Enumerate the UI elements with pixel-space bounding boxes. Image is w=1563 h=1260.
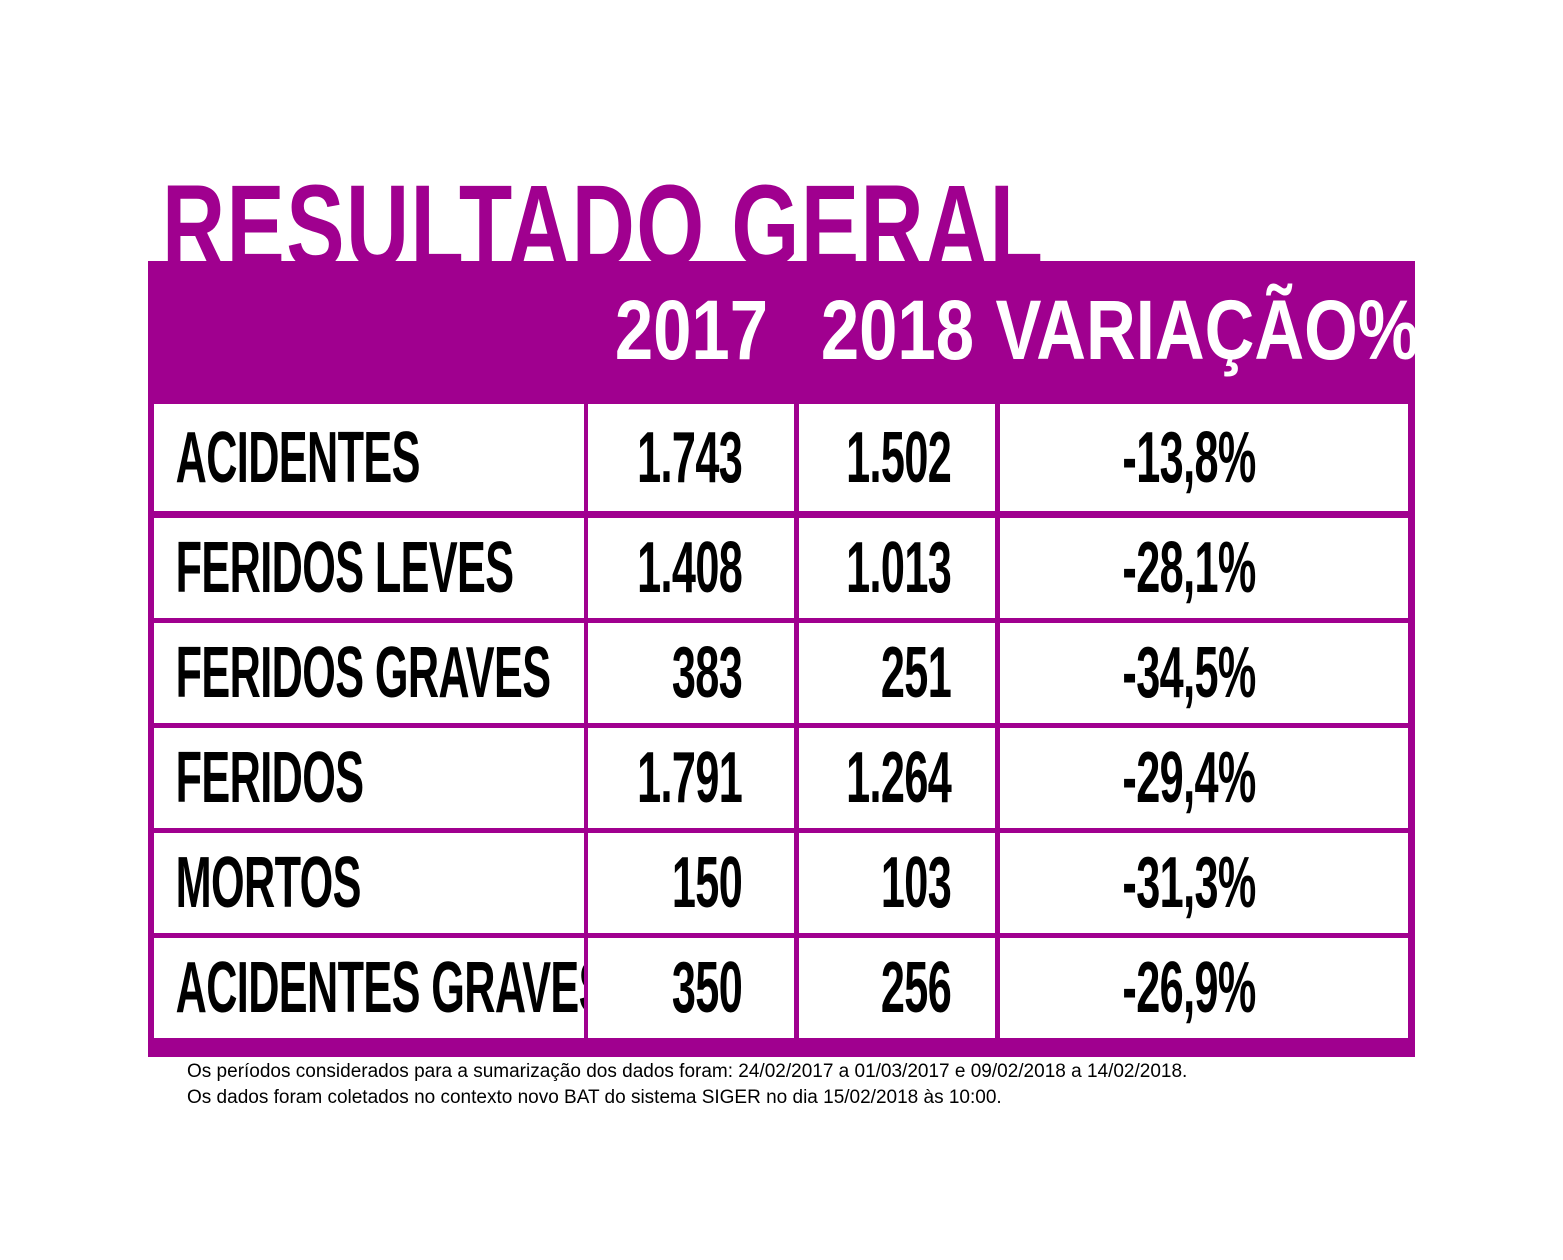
value-2017-text: 1.743	[636, 417, 743, 498]
footnote-periods: Os períodos considerados para a sumariza…	[187, 1061, 1188, 1082]
header-2017-text: 2017	[614, 282, 768, 377]
row-label-cell: FERIDOS LEVES	[154, 518, 584, 618]
header-variation: VARIAÇÃO%	[996, 261, 1420, 399]
value-2017-cell: 383	[588, 623, 794, 723]
header-2018: 2018	[799, 261, 995, 399]
row-label-cell: ACIDENTES	[154, 404, 584, 511]
variation-text: -29,4%	[1122, 738, 1256, 818]
value-2018-cell: 1.264	[799, 728, 995, 828]
row-label-text: FERIDOS LEVES	[175, 528, 514, 608]
value-2017-cell: 150	[588, 833, 794, 933]
value-2018-cell: 1.013	[799, 518, 995, 618]
value-2017-text: 1.791	[636, 738, 743, 818]
footnote-source: Os dados foram coletados no contexto nov…	[187, 1087, 1002, 1108]
value-2018-text: 1.264	[845, 738, 952, 818]
row-label-cell: MORTOS	[154, 833, 584, 933]
header-blank	[148, 261, 584, 399]
value-2018-cell: 256	[799, 938, 995, 1038]
value-2017-cell: 350	[588, 938, 794, 1038]
variation-text: -34,5%	[1122, 633, 1256, 713]
row-label-text: ACIDENTES	[175, 417, 421, 498]
value-2018-text: 103	[880, 843, 952, 923]
variation-cell: -31,3%	[1000, 833, 1408, 933]
results-table: 2017 2018 VARIAÇÃO% ACIDENTES 1.743 1.502 -…	[148, 261, 1420, 1057]
value-2018-text: 251	[880, 633, 952, 713]
value-2018-text: 1.013	[845, 528, 952, 608]
value-2017-text: 350	[671, 948, 743, 1028]
value-2018-cell: 103	[799, 833, 995, 933]
row-label-cell: ACIDENTES GRAVES	[154, 938, 584, 1038]
row-label-cell: FERIDOS GRAVES	[154, 623, 584, 723]
value-2017-cell: 1.743	[588, 404, 794, 511]
value-2017-text: 1.408	[636, 528, 743, 608]
variation-text: -26,9%	[1122, 948, 1256, 1028]
row-label-text: FERIDOS	[175, 738, 364, 818]
value-2018-cell: 251	[799, 623, 995, 723]
row-label-text: ACIDENTES GRAVES	[175, 948, 584, 1028]
variation-cell: -13,8%	[1000, 404, 1408, 511]
variation-cell: -26,9%	[1000, 938, 1408, 1038]
variation-cell: -29,4%	[1000, 728, 1408, 828]
value-2017-cell: 1.791	[588, 728, 794, 828]
value-2018-cell: 1.502	[799, 404, 995, 511]
variation-text: -28,1%	[1122, 528, 1256, 608]
variation-cell: -28,1%	[1000, 518, 1408, 618]
chart-title: RESULTADO GERAL	[162, 168, 1045, 268]
variation-text: -13,8%	[1122, 417, 1256, 498]
value-2017-cell: 1.408	[588, 518, 794, 618]
row-label-cell: FERIDOS	[154, 728, 584, 828]
value-2018-text: 1.502	[845, 417, 952, 498]
header-2017: 2017	[588, 261, 794, 399]
header-variation-text: VARIAÇÃO%	[995, 282, 1420, 377]
variation-cell: -34,5%	[1000, 623, 1408, 723]
header-2018-text: 2018	[820, 282, 974, 377]
value-2017-text: 150	[671, 843, 743, 923]
row-label-text: MORTOS	[175, 843, 362, 923]
value-2017-text: 383	[671, 633, 743, 713]
row-label-text: FERIDOS GRAVES	[175, 633, 551, 713]
value-2018-text: 256	[880, 948, 952, 1028]
variation-text: -31,3%	[1122, 843, 1256, 923]
